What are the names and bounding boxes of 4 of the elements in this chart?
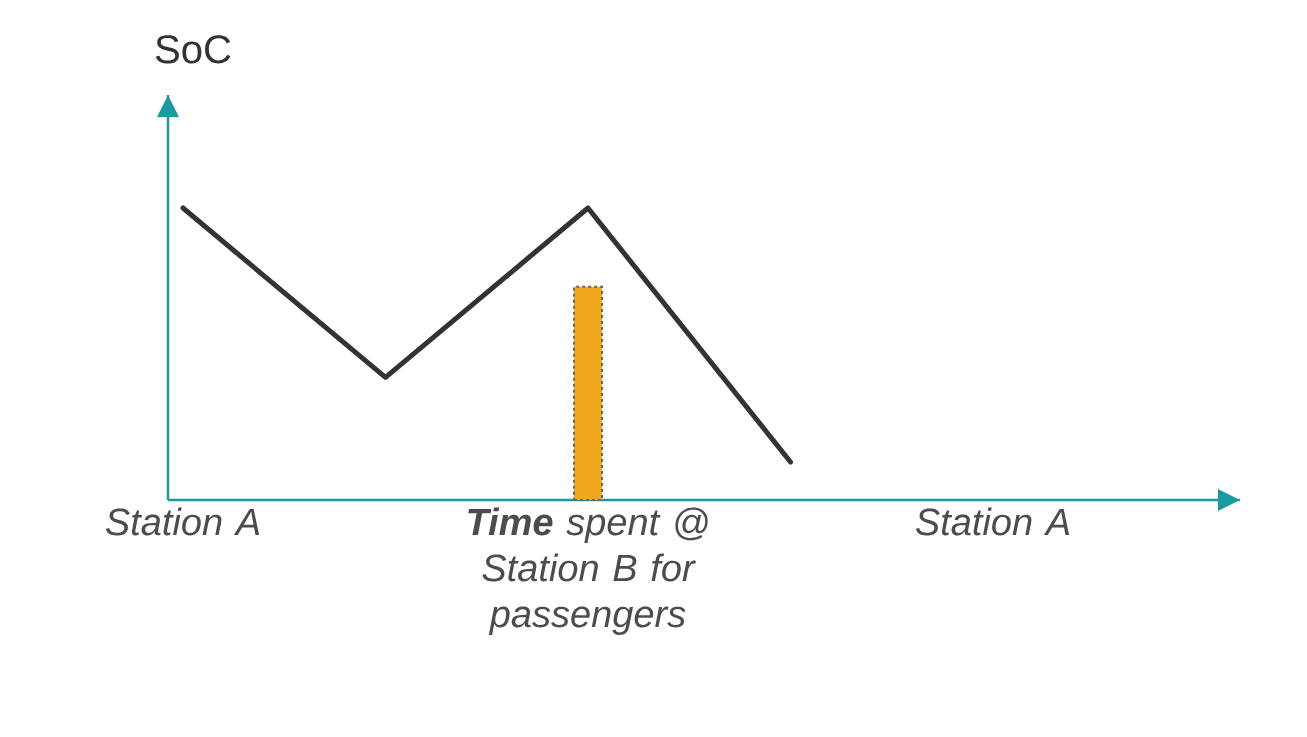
y-axis-title: SoC: [155, 35, 231, 64]
x-tick-label: Station A: [915, 507, 1070, 536]
x-tick-label: Station A: [105, 507, 260, 536]
x-tick-label: Time spent @ Station B for passengers: [468, 507, 708, 635]
